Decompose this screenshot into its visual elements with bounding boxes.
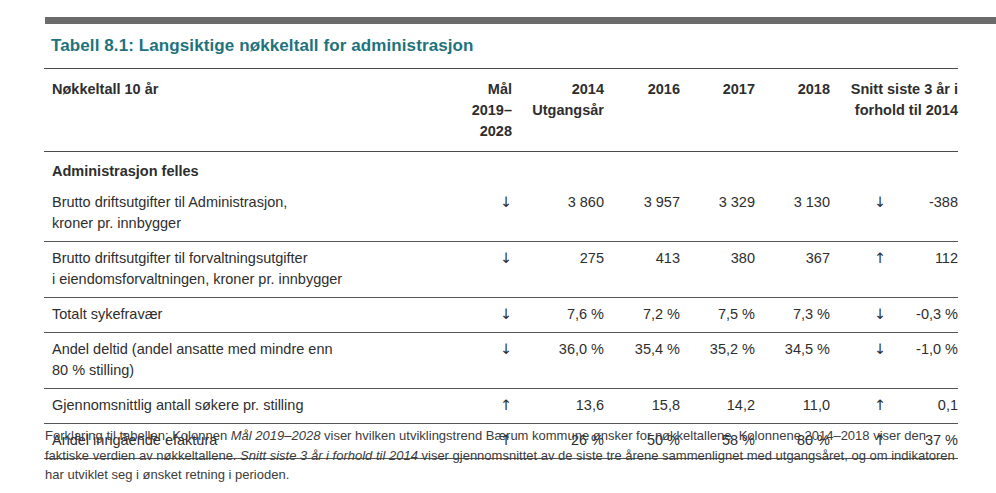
value-2014: 36,0 %: [516, 333, 608, 389]
column-header-2014: 2014 Utgangsår: [516, 69, 608, 152]
value-2018: 34,5 %: [759, 333, 834, 389]
value-2017: 35,2 %: [684, 333, 759, 389]
trend-arrow-icon: ↓: [834, 298, 890, 333]
column-header-2016: 2016: [608, 69, 684, 152]
goal-arrow-icon: ↓: [444, 333, 516, 389]
value-2017: 3 329: [684, 186, 759, 242]
value-2018: 7,3 %: [759, 298, 834, 333]
goal-arrow-icon: ↓: [444, 298, 516, 333]
value-2014: 13,6: [516, 389, 608, 424]
row-label: Totalt sykefravær: [44, 298, 444, 333]
kpi-table: Nøkkeltall 10 år Mål 2019–2028 2014 Utga…: [44, 68, 958, 459]
value-2018: 11,0: [759, 389, 834, 424]
value-2016: 7,2 %: [608, 298, 684, 333]
explanation-italic-goal: Mål 2019–2028: [231, 428, 321, 443]
value-2017: 380: [684, 242, 759, 298]
row-label: Brutto driftsutgifter til Administrasjon…: [44, 186, 444, 242]
table-row: Totalt sykefravær ↓ 7,6 % 7,2 % 7,5 % 7,…: [44, 298, 958, 333]
value-2016: 35,4 %: [608, 333, 684, 389]
report-page: Tabell 8.1: Langsiktige nøkkeltall for a…: [0, 0, 996, 493]
trend-arrow-icon: ↑: [834, 389, 890, 424]
table-row: Brutto driftsutgifter til forvaltningsut…: [44, 242, 958, 298]
value-snitt: -0,3 %: [890, 298, 958, 333]
value-2016: 3 957: [608, 186, 684, 242]
column-header-2018: 2018: [759, 69, 834, 152]
value-2014: 7,6 %: [516, 298, 608, 333]
row-label: Brutto driftsutgifter til forvaltningsut…: [44, 242, 444, 298]
section-divider-bar: [45, 17, 996, 24]
goal-arrow-icon: ↓: [444, 242, 516, 298]
row-label: Andel deltid (andel ansatte med mindre e…: [44, 333, 444, 389]
table-row: Andel deltid (andel ansatte med mindre e…: [44, 333, 958, 389]
column-header-label: Nøkkeltall 10 år: [44, 69, 444, 152]
value-2016: 15,8: [608, 389, 684, 424]
value-2018: 367: [759, 242, 834, 298]
column-header-goal: Mål 2019–2028: [444, 69, 516, 152]
value-snitt: -1,0 %: [890, 333, 958, 389]
value-2017: 7,5 %: [684, 298, 759, 333]
explanation-text: Forklaring til tabellen: Kolonnen: [45, 428, 231, 443]
value-snitt: -388: [890, 186, 958, 242]
value-snitt: 0,1: [890, 389, 958, 424]
value-2014: 3 860: [516, 186, 608, 242]
value-snitt: 112: [890, 242, 958, 298]
value-2016: 413: [608, 242, 684, 298]
row-label: Gjennomsnittlig antall søkere pr. stilli…: [44, 389, 444, 424]
column-header-2017: 2017: [684, 69, 759, 152]
section-title: Administrasjon felles: [44, 152, 958, 187]
value-2018: 3 130: [759, 186, 834, 242]
table-title: Tabell 8.1: Langsiktige nøkkeltall for a…: [51, 36, 474, 56]
goal-arrow-icon: ↑: [444, 389, 516, 424]
column-header-snitt: Snitt siste 3 år i forhold til 2014: [834, 69, 958, 152]
table-explanation: Forklaring til tabellen: Kolonnen Mål 20…: [45, 426, 971, 485]
trend-arrow-icon: ↓: [834, 333, 890, 389]
trend-arrow-icon: ↑: [834, 242, 890, 298]
value-2014: 275: [516, 242, 608, 298]
section-header-row: Administrasjon felles: [44, 152, 958, 187]
trend-arrow-icon: ↓: [834, 186, 890, 242]
table-row: Gjennomsnittlig antall søkere pr. stilli…: [44, 389, 958, 424]
header-row: Nøkkeltall 10 år Mål 2019–2028 2014 Utga…: [44, 69, 958, 152]
goal-arrow-icon: ↓: [444, 186, 516, 242]
table-row: Brutto driftsutgifter til Administrasjon…: [44, 186, 958, 242]
value-2017: 14,2: [684, 389, 759, 424]
kpi-table-container: Nøkkeltall 10 år Mål 2019–2028 2014 Utga…: [44, 68, 958, 459]
explanation-italic-snitt: Snitt siste 3 år i forhold til 2014: [240, 448, 418, 463]
